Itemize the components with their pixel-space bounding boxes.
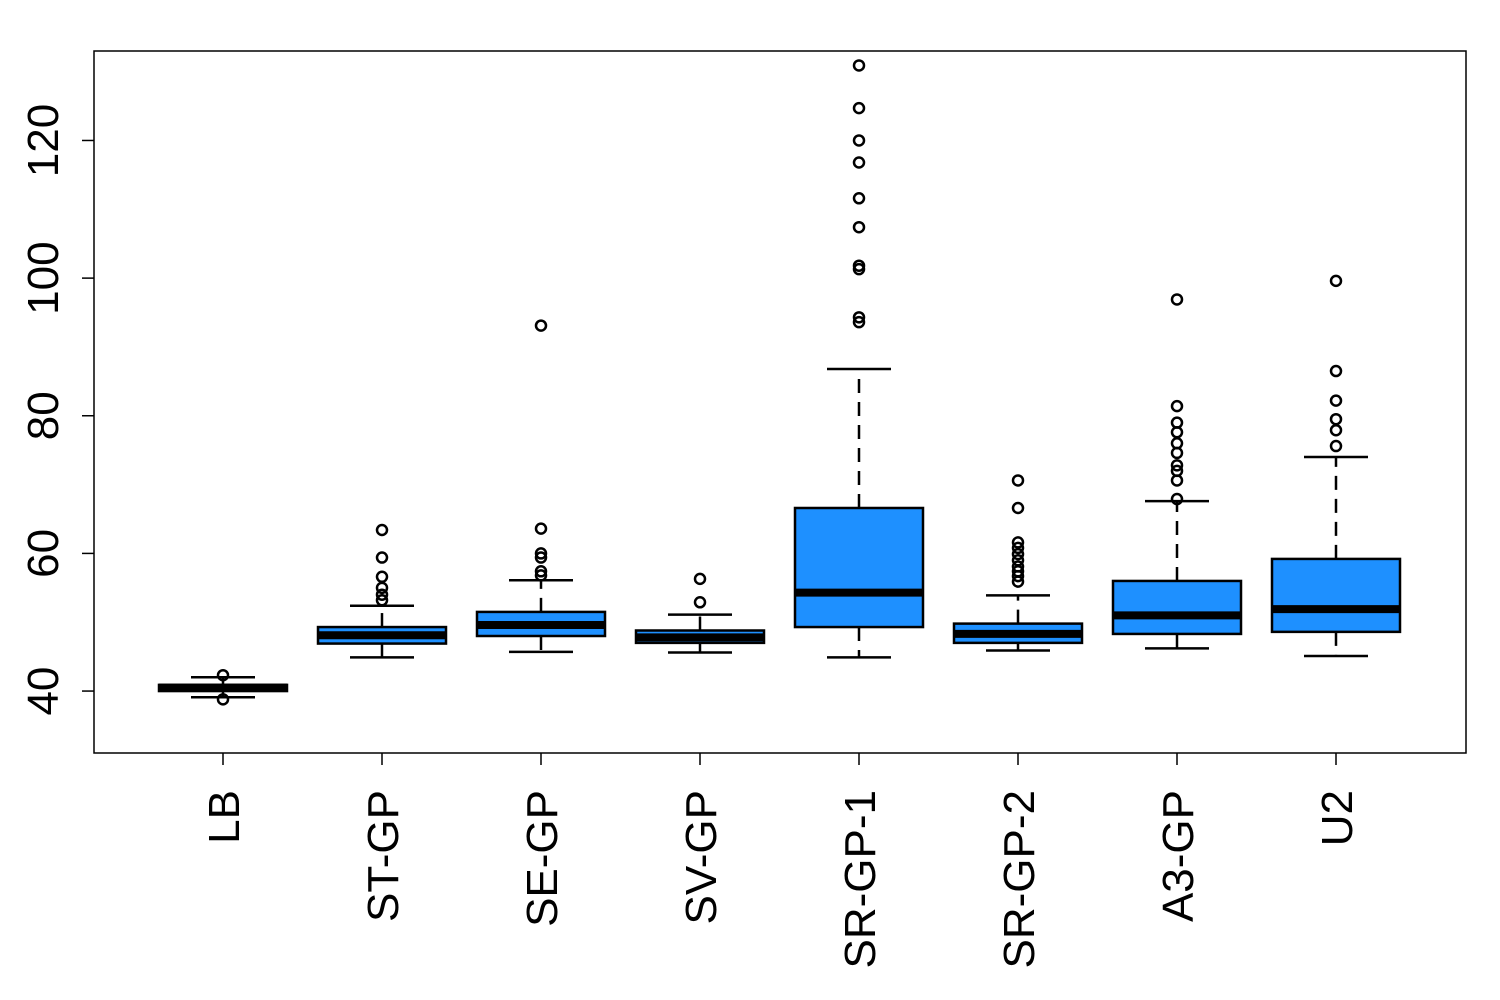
outlier-point — [852, 315, 866, 329]
x-tick-label: SR-GP-1 — [836, 790, 885, 968]
outlier-point — [1011, 547, 1025, 561]
outlier-point — [534, 319, 548, 332]
outlier-point — [534, 565, 548, 578]
outlier-point — [375, 551, 389, 564]
outlier-point — [852, 220, 866, 234]
x-tick-label: LB — [200, 790, 249, 844]
outlier-point — [375, 570, 389, 584]
outlier-point — [216, 668, 230, 682]
outlier-point — [1170, 464, 1184, 478]
y-tick-label: 60 — [19, 529, 68, 578]
plot-frame — [93, 50, 1467, 754]
outlier-point — [1329, 439, 1343, 453]
y-tick-label: 40 — [19, 667, 68, 716]
outlier-point — [1329, 274, 1343, 288]
x-tick-label: SR-GP-2 — [995, 790, 1044, 968]
outlier-point — [1170, 459, 1184, 472]
outlier-point — [693, 572, 707, 586]
outlier-point — [1329, 394, 1343, 407]
box-u2 — [1270, 274, 1402, 658]
box-lb — [157, 668, 289, 706]
box-sr-gp-1 — [793, 59, 925, 659]
outlier-point — [1011, 554, 1025, 567]
y-tick-label: 80 — [19, 391, 68, 440]
y-axis: 40 60 80 100 120 — [19, 104, 94, 716]
box-iqr — [793, 506, 925, 629]
outlier-point — [534, 522, 548, 535]
box-iqr — [1111, 579, 1243, 636]
outlier-point — [375, 593, 389, 607]
outlier-point — [1170, 399, 1184, 413]
y-tick-label: 120 — [19, 104, 68, 177]
outlier-point — [1329, 364, 1343, 378]
outlier-point — [852, 311, 866, 324]
x-tick-label: A3-GP — [1154, 790, 1203, 922]
box-iqr — [1270, 557, 1402, 634]
outlier-point — [1011, 560, 1025, 573]
plot-layer: 40 60 80 100 120 LB ST-GP SE-GP SV-GP SR-GP-1 SR-G… — [19, 50, 1467, 968]
outlier-point — [1170, 416, 1184, 429]
outlier-point — [375, 588, 389, 601]
outlier-point — [216, 693, 230, 706]
outlier-point — [534, 551, 548, 564]
outlier-point — [852, 134, 866, 147]
outlier-point — [375, 581, 389, 595]
outlier-point — [534, 569, 548, 582]
outlier-point — [1329, 412, 1343, 426]
x-tick-label: SV-GP — [677, 790, 726, 925]
outlier-point — [852, 259, 866, 272]
outlier-point — [1011, 536, 1025, 549]
outlier-point — [1170, 492, 1184, 506]
outlier-point — [852, 101, 866, 115]
outlier-point — [852, 156, 866, 169]
x-tick-label: U2 — [1313, 790, 1362, 846]
outlier-point — [1011, 501, 1025, 515]
box-se-gp — [475, 319, 607, 654]
outlier-point — [852, 59, 866, 72]
y-tick-label: 100 — [19, 241, 68, 314]
x-tick-label: ST-GP — [359, 790, 408, 922]
box-st-gp — [316, 523, 448, 659]
outlier-point — [1170, 293, 1184, 306]
box-a3-gp — [1111, 293, 1243, 650]
box-sv-gp — [634, 572, 766, 654]
outlier-point — [693, 596, 707, 609]
outlier-point — [852, 192, 866, 205]
outlier-point — [1011, 474, 1025, 487]
x-tick-label: SE-GP — [518, 790, 567, 927]
x-axis: LB ST-GP SE-GP SV-GP SR-GP-1 SR-GP-2 A3-GP U2 — [200, 753, 1362, 968]
outlier-point — [534, 547, 548, 560]
outlier-point — [1329, 423, 1343, 437]
box-sr-gp-2 — [952, 474, 1084, 652]
outlier-point — [375, 523, 389, 537]
outlier-point — [1011, 541, 1025, 555]
